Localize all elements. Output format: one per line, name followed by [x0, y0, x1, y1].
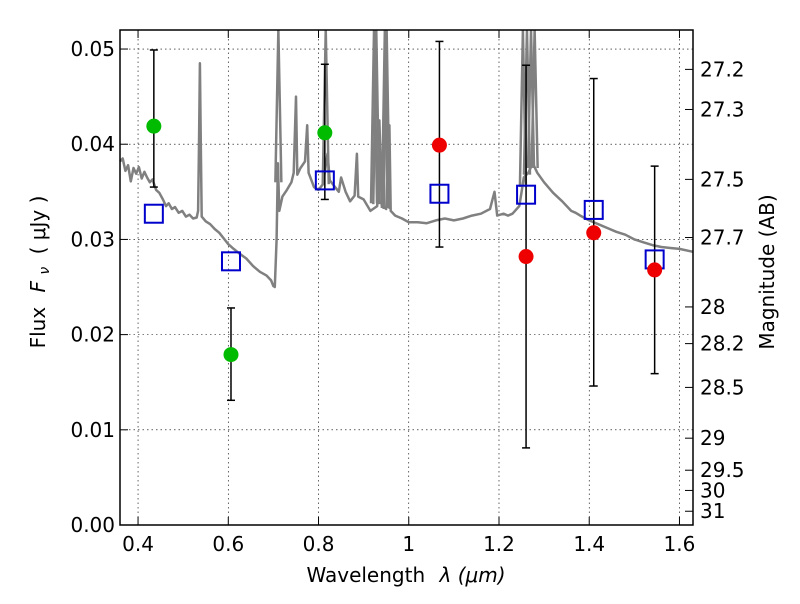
- x-axis-label-symbol: λ (μm): [439, 563, 506, 587]
- observed-point-marker: [317, 125, 333, 141]
- y-tick-label: 0.01: [70, 418, 115, 442]
- observed-point-marker: [647, 262, 663, 278]
- mag-tick-label: 27.7: [700, 226, 745, 250]
- mag-tick-label: 28: [700, 295, 725, 319]
- grid-lines: [120, 30, 693, 526]
- y-tick-label: 0.02: [70, 323, 115, 347]
- mag-tick-label: 27.3: [700, 97, 745, 121]
- y-tick-label: 0.03: [70, 227, 115, 251]
- model-square-marker: [583, 199, 604, 220]
- x-tick-label: 1.6: [664, 532, 696, 556]
- spectrum-line: [119, 62, 694, 289]
- right-axis-label: Magnitude (AB): [755, 194, 779, 349]
- x-tick-label: 0.4: [122, 532, 154, 556]
- x-tick-label: 1.4: [573, 532, 605, 556]
- x-axis-label: Wavelength λ (μm): [306, 563, 505, 587]
- spectrum-emission-line: [274, 29, 283, 183]
- y-axis-label-text: Flux: [26, 307, 50, 349]
- y-tick-label: 0.04: [70, 132, 115, 156]
- y-axis-label: Flux F ν ( μJy ): [26, 196, 54, 349]
- y-axis-label-symbol: F: [26, 280, 50, 292]
- observed-point-marker: [431, 137, 447, 153]
- y-axis-label-sub: ν: [37, 267, 53, 275]
- mag-tick-label: 27.2: [700, 57, 745, 81]
- mag-tick-label: 27.5: [700, 167, 745, 191]
- observed-point-marker: [223, 347, 239, 363]
- y-tick-label: 0.05: [70, 37, 115, 61]
- plot-frame: [119, 29, 694, 526]
- model-square-marker: [516, 184, 537, 205]
- model-spectrum: [119, 29, 694, 289]
- model-square-marker: [220, 251, 241, 272]
- model-square-marker: [314, 170, 335, 191]
- model-square-marker: [143, 203, 164, 224]
- y-tick-label: 0.00: [70, 513, 115, 537]
- mag-tick-label: 28.5: [700, 375, 745, 399]
- observed-point-marker: [518, 249, 534, 265]
- x-tick-label: 1: [402, 532, 415, 556]
- axis-ticks: 0.4 0.6 0.8 1 1.2 1.4 1.6 0.00 0.01 0.02 0.03 0.04 0…: [70, 30, 745, 556]
- y-axis-label-unit: ( μJy ): [26, 196, 50, 255]
- mag-tick-label: 29: [700, 426, 725, 450]
- model-square-marker: [429, 183, 450, 204]
- data-points: [143, 40, 665, 449]
- observed-point-marker: [586, 225, 602, 241]
- mag-tick-label: 28.2: [700, 332, 745, 356]
- x-tick-label: 0.8: [303, 532, 335, 556]
- x-axis-label-text: Wavelength: [306, 563, 425, 587]
- mag-tick-label: 30: [700, 478, 725, 502]
- mag-tick-label: 31: [700, 499, 725, 523]
- observed-point-marker: [146, 118, 162, 134]
- mag-tick-label: 29.5: [700, 458, 745, 482]
- x-tick-label: 1.2: [483, 532, 515, 556]
- x-tick-label: 0.6: [212, 532, 244, 556]
